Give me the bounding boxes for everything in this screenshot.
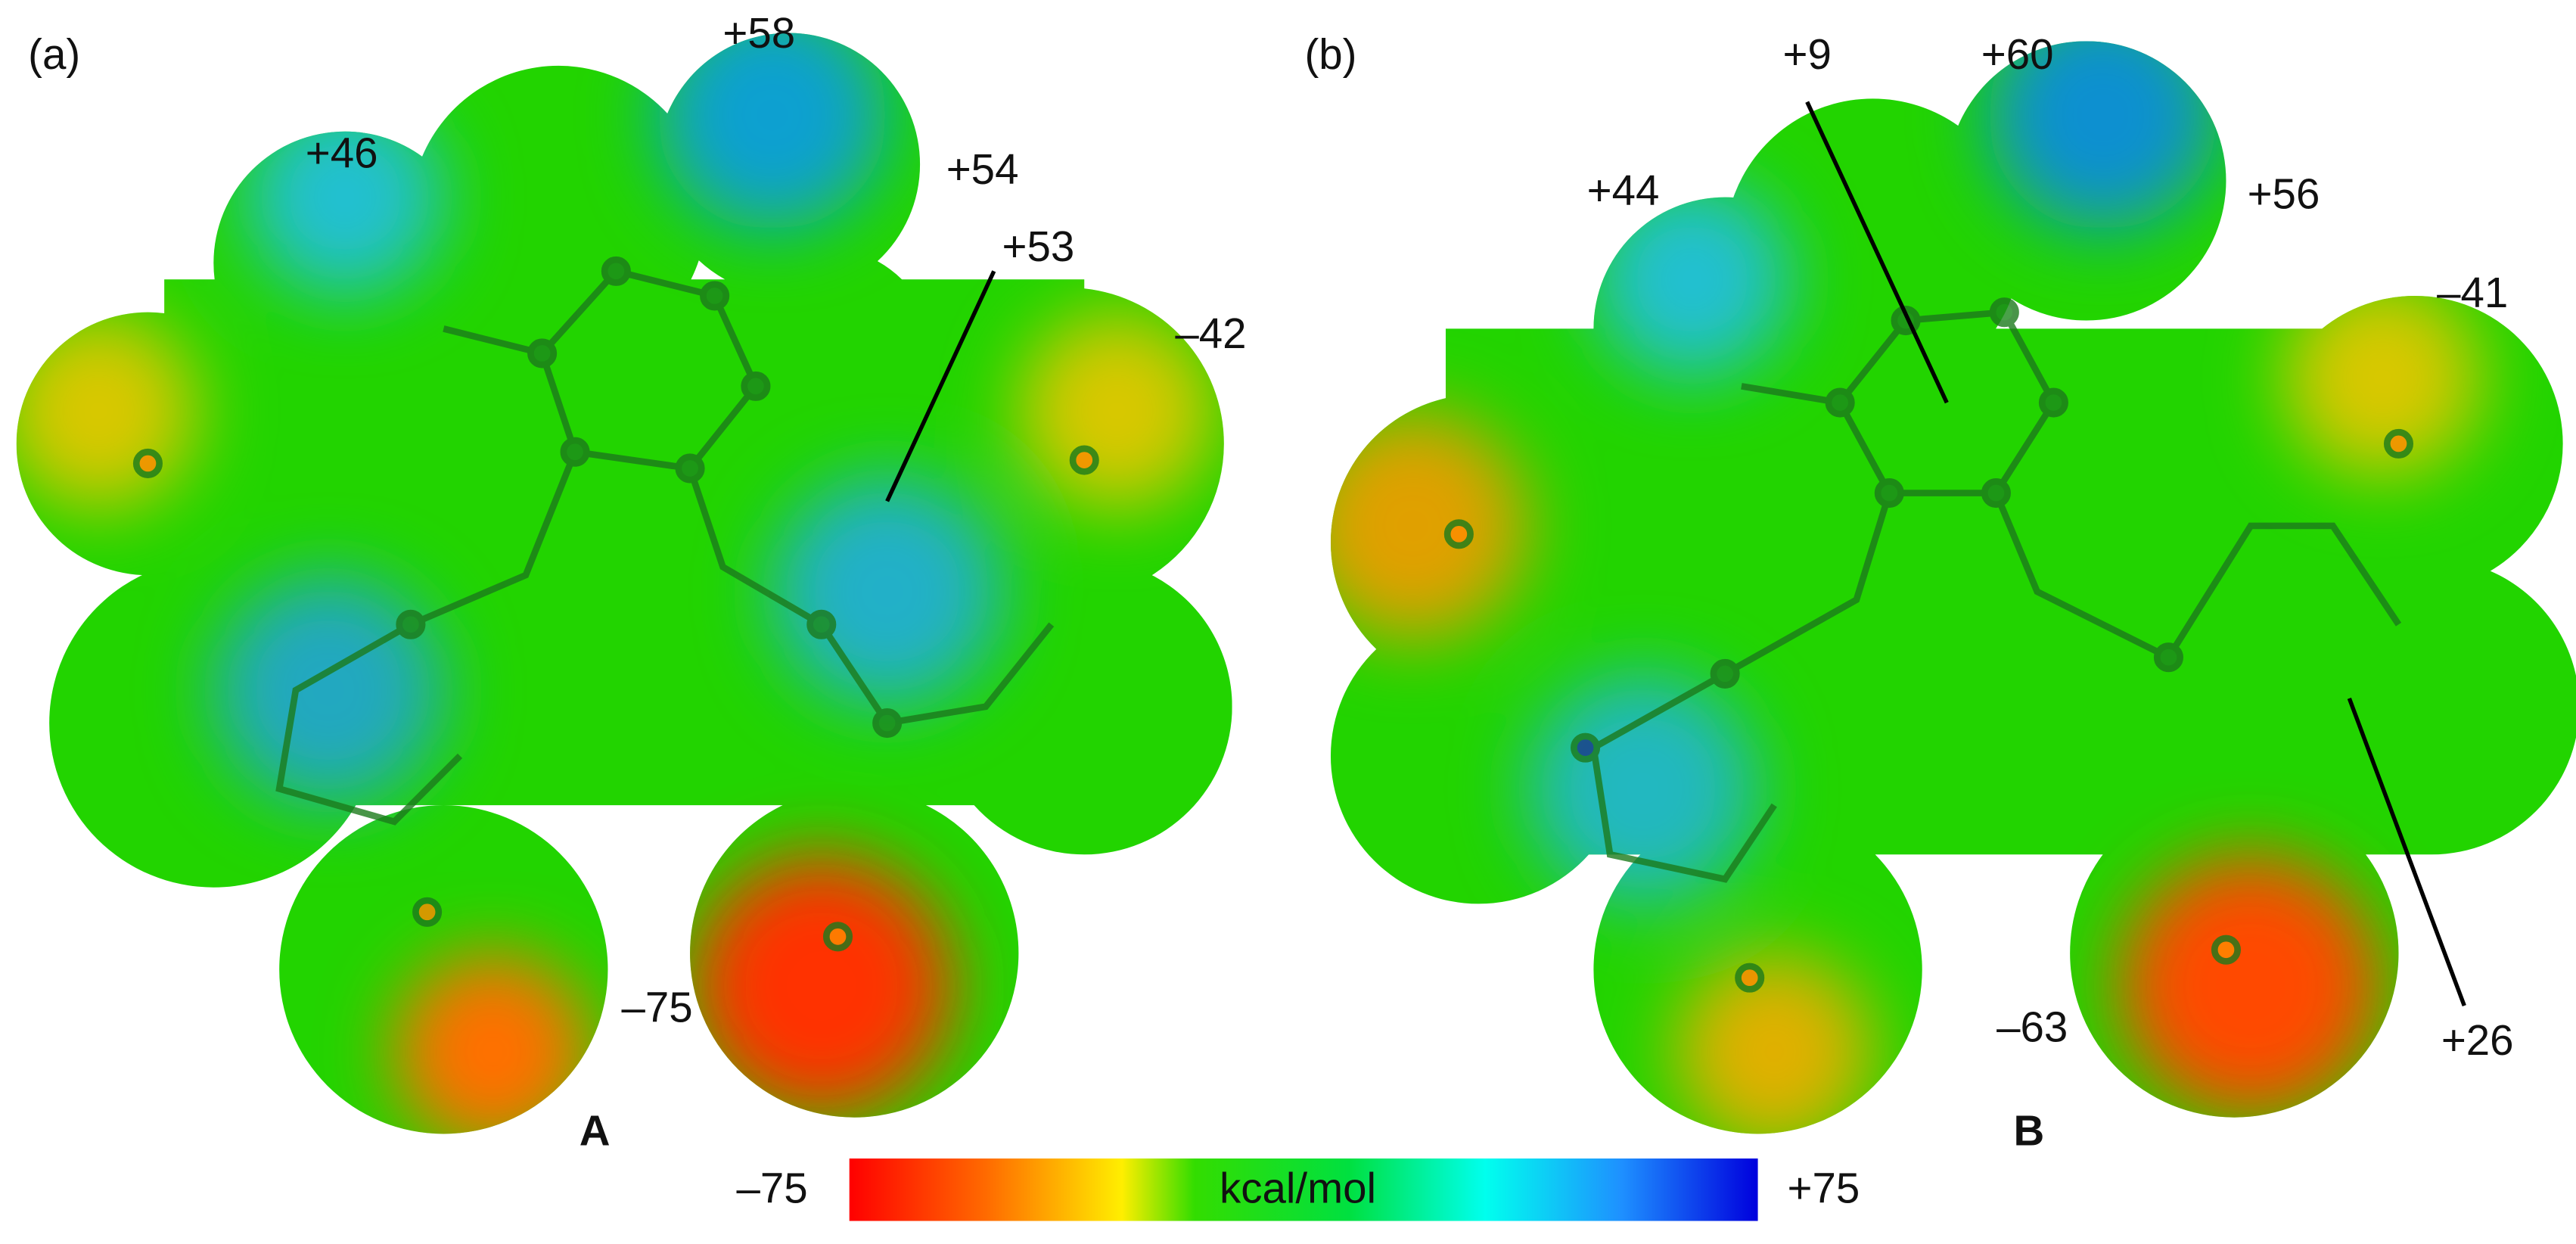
colorbar-max: +75: [1788, 1164, 1860, 1211]
annotation: +44: [1587, 166, 1660, 214]
annotation: +53: [1002, 222, 1075, 270]
annotation: –63: [1996, 1003, 2068, 1051]
colorbar-unit: kcal/mol: [1220, 1164, 1376, 1211]
surface-a: [16, 33, 1232, 1134]
surface-b: [1330, 41, 2576, 1134]
colorbar: [849, 1158, 1758, 1221]
molecule-a: [132, 256, 1099, 952]
leader-line: [1805, 101, 1949, 404]
molecule-b: [1443, 297, 2414, 993]
annotation: +56: [2248, 170, 2320, 218]
annotation: +9: [1783, 30, 1832, 78]
panel-name: B: [2013, 1106, 2044, 1154]
leader-line: [885, 270, 996, 502]
annotation: +46: [306, 129, 378, 176]
annotation: +26: [2441, 1016, 2514, 1064]
annotation: +54: [946, 145, 1019, 193]
annotation: +58: [722, 9, 795, 57]
leader-line: [2347, 698, 2466, 1007]
colorbar-min: –75: [737, 1164, 808, 1211]
annotation: +60: [1981, 30, 2054, 78]
panel-name: A: [580, 1106, 611, 1154]
annotation: –42: [1175, 309, 1246, 357]
annotation: –41: [2437, 269, 2508, 316]
annotation: –75: [622, 983, 693, 1031]
panel-tag: (b): [1304, 30, 1356, 78]
panel-tag: (a): [28, 30, 80, 78]
